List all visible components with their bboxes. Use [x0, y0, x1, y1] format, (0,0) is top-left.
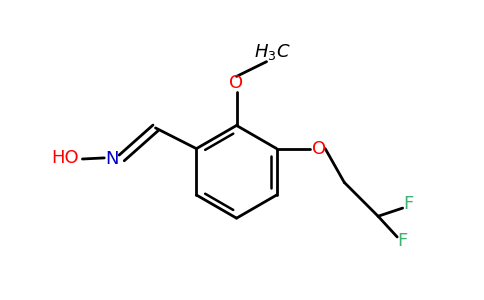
- Text: N: N: [105, 150, 119, 168]
- Text: O: O: [229, 74, 243, 92]
- Text: $H_3C$: $H_3C$: [254, 42, 290, 62]
- Text: F: F: [397, 232, 408, 250]
- Text: HO: HO: [51, 149, 79, 167]
- Text: O: O: [312, 140, 326, 158]
- Text: F: F: [403, 195, 413, 213]
